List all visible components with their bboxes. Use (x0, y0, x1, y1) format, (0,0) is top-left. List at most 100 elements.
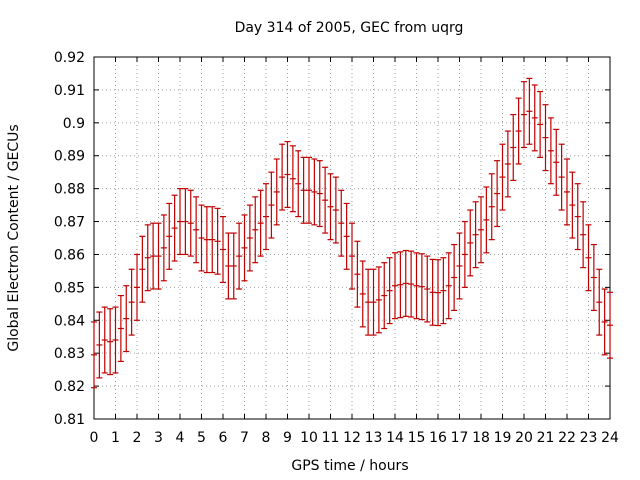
data-point (547, 117, 554, 185)
data-point (338, 189, 345, 257)
data-point (236, 222, 243, 290)
data-point (316, 160, 323, 228)
data-point (531, 84, 538, 152)
x-tick-label: 16 (429, 430, 447, 446)
data-point (182, 188, 189, 256)
data-point (569, 171, 576, 239)
data-point (590, 243, 597, 311)
y-axis-label: Global Electron Content / GECUs (6, 124, 22, 351)
data-point (117, 294, 124, 363)
data-point (166, 202, 173, 270)
data-point (607, 291, 613, 359)
data-point (241, 214, 248, 282)
data-point (461, 220, 468, 288)
data-point (322, 166, 329, 234)
data-point (418, 253, 425, 321)
data-point (467, 209, 474, 277)
data-point (526, 77, 533, 145)
y-tick-label: 0.84 (54, 313, 85, 329)
data-point (370, 268, 377, 336)
data-point (289, 145, 296, 213)
x-tick-label: 10 (300, 430, 318, 446)
y-tick-label: 0.91 (54, 83, 85, 99)
error-bars (91, 77, 613, 389)
y-tick-label: 0.85 (54, 280, 85, 296)
data-point (193, 196, 200, 264)
x-tick-label: 7 (240, 430, 249, 446)
data-point (311, 158, 318, 226)
y-tick-labels: 0.81 0.82 0.83 0.84 0.85 0.86 0.87 0.88 0.89 0.9 0… (54, 50, 85, 428)
data-point (209, 206, 216, 274)
x-tick-label: 15 (408, 430, 426, 446)
x-axis-label: GPS time / hours (291, 458, 408, 474)
data-point (252, 196, 259, 264)
data-point (306, 156, 312, 224)
data-point (596, 268, 603, 336)
data-point (472, 201, 479, 269)
data-point (177, 188, 183, 256)
data-point (171, 194, 178, 262)
data-point (91, 321, 97, 389)
data-point (429, 258, 436, 326)
data-point (558, 143, 565, 211)
data-point (488, 173, 495, 241)
data-point (263, 183, 269, 251)
y-tick-label: 0.83 (54, 346, 85, 362)
data-point (375, 266, 382, 334)
data-point (402, 249, 409, 317)
data-point (246, 204, 253, 272)
x-tick-label: 4 (176, 430, 185, 446)
data-point (123, 285, 130, 353)
data-point (504, 130, 511, 198)
x-tick-label: 8 (262, 430, 271, 446)
data-point (440, 257, 447, 325)
x-tick-label: 19 (494, 430, 512, 446)
x-tick-label: 11 (322, 430, 340, 446)
data-point (332, 176, 339, 244)
data-point (564, 158, 570, 226)
data-point (134, 253, 140, 321)
x-tick-label: 21 (537, 430, 555, 446)
data-point (354, 240, 361, 308)
data-point (451, 243, 458, 311)
data-point (144, 224, 151, 292)
data-point (386, 257, 393, 325)
y-tick-label: 0.87 (54, 215, 85, 231)
data-point (601, 288, 608, 356)
x-tick-label: 1 (111, 430, 120, 446)
data-point (107, 308, 114, 376)
x-tick-label: 17 (451, 430, 469, 446)
data-point (515, 97, 522, 165)
x-tick-label: 23 (580, 430, 598, 446)
data-point (537, 90, 544, 158)
x-tick-label: 0 (90, 430, 99, 446)
x-tick-label: 18 (472, 430, 490, 446)
data-point (155, 222, 162, 290)
data-point (408, 250, 415, 318)
y-tick-label: 0.81 (54, 412, 85, 428)
x-tick-label: 20 (515, 430, 533, 446)
y-tick-label: 0.88 (54, 182, 85, 198)
data-point (139, 235, 146, 303)
data-point (279, 143, 286, 211)
data-point (214, 207, 221, 275)
x-tick-label: 12 (343, 430, 361, 446)
data-point (198, 204, 205, 272)
data-point (220, 216, 226, 284)
data-point (349, 222, 355, 290)
data-point (187, 189, 194, 257)
x-tick-labels: 0 1 2 3 4 5 6 7 8 9 10 11 12 13 14 15 16 17 18 19 20 21 22 23 24 (90, 430, 619, 446)
data-point (284, 140, 291, 208)
data-point (445, 252, 452, 320)
data-point (424, 255, 431, 323)
data-point (112, 306, 119, 374)
data-point (553, 128, 560, 196)
x-tick-label: 2 (133, 430, 142, 446)
data-point (327, 173, 334, 241)
data-point (542, 104, 549, 172)
x-tick-label: 13 (365, 430, 383, 446)
data-point (365, 268, 372, 336)
data-point (435, 259, 441, 327)
data-point (150, 222, 157, 290)
